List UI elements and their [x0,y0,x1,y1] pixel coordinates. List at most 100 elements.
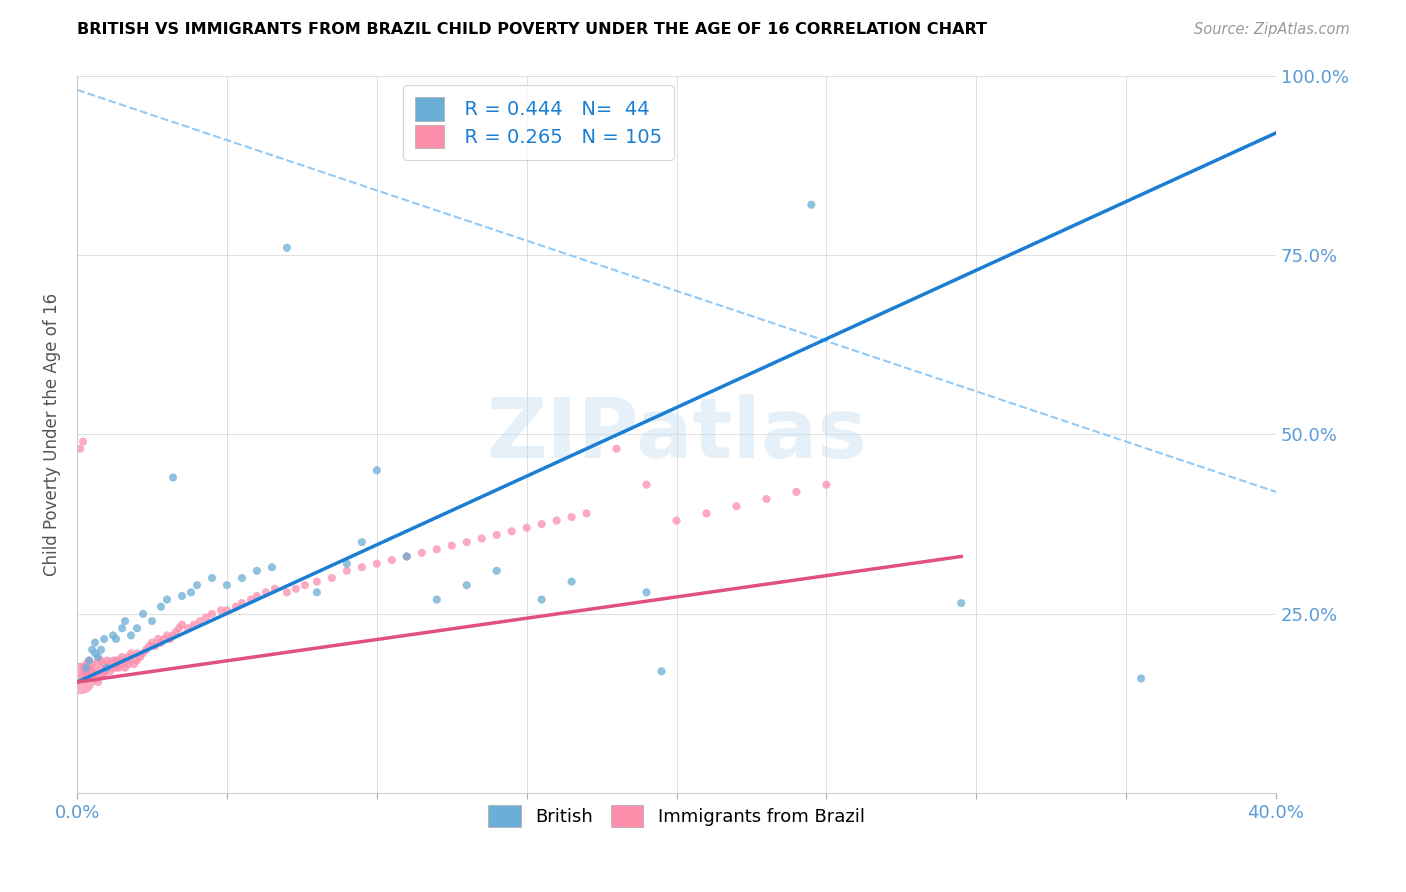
Point [231,596,253,610]
Point [276,585,298,599]
Point [132,646,155,660]
Point [98,665,121,679]
Point [183,617,205,632]
Point [246,589,269,603]
Point [84,646,107,660]
Point [165,624,187,639]
Point [294,578,316,592]
Point [188,614,211,628]
Point [96,661,118,675]
Legend: British, Immigrants from Brazil: British, Immigrants from Brazil [481,798,872,835]
Point [755,491,778,506]
Point [381,553,404,567]
Point [215,603,238,617]
Point [120,654,142,668]
Point [135,642,157,657]
Point [530,517,553,532]
Point [636,585,658,599]
Point [336,564,359,578]
Point [125,654,148,668]
Point [725,500,748,514]
Point [665,514,688,528]
Point [305,574,328,589]
Point [815,477,838,491]
Point [150,635,173,649]
Point [800,198,823,212]
Point [411,546,433,560]
Point [69,672,91,686]
Point [159,632,181,646]
Point [695,507,717,521]
Point [321,571,343,585]
Point [485,528,508,542]
Point [366,463,388,477]
Y-axis label: Child Poverty Under the Age of 16: Child Poverty Under the Age of 16 [44,293,60,576]
Point [141,614,163,628]
Point [215,578,238,592]
Point [80,665,103,679]
Point [72,661,94,675]
Point [101,654,124,668]
Point [395,549,418,564]
Point [426,542,449,557]
Point [111,657,134,672]
Point [93,657,115,672]
Point [77,654,100,668]
Point [101,628,124,642]
Point [194,610,217,624]
Point [120,646,142,660]
Point [239,592,262,607]
Point [156,592,179,607]
Point [90,661,112,675]
Point [395,549,418,564]
Point [108,661,131,675]
Point [276,241,298,255]
Point [93,668,115,682]
Point [201,571,224,585]
Point [636,477,658,491]
Point [117,650,139,665]
Point [156,628,179,642]
Point [153,632,176,646]
Point [138,639,160,653]
Point [111,621,134,635]
Point [305,585,328,599]
Point [84,661,107,675]
Point [75,665,97,679]
Point [336,557,359,571]
Point [132,607,155,621]
Point [501,524,523,539]
Point [77,665,100,679]
Point [284,582,307,596]
Point [93,632,115,646]
Point [84,668,107,682]
Point [440,539,463,553]
Point [111,650,134,665]
Point [485,564,508,578]
Point [162,470,184,484]
Point [96,661,118,675]
Point [1130,672,1153,686]
Point [80,642,103,657]
Point [72,668,94,682]
Point [105,661,128,675]
Point [246,564,269,578]
Point [575,507,598,521]
Point [75,672,97,686]
Point [546,514,568,528]
Point [561,510,583,524]
Point [114,614,136,628]
Point [90,668,112,682]
Point [260,560,283,574]
Point [186,578,208,592]
Point [125,621,148,635]
Point [72,434,94,449]
Point [366,557,388,571]
Point [170,589,193,603]
Point [125,646,148,660]
Text: ZIPatlas: ZIPatlas [486,394,868,475]
Text: Source: ZipAtlas.com: Source: ZipAtlas.com [1194,22,1350,37]
Point [84,672,107,686]
Point [254,585,277,599]
Point [162,628,184,642]
